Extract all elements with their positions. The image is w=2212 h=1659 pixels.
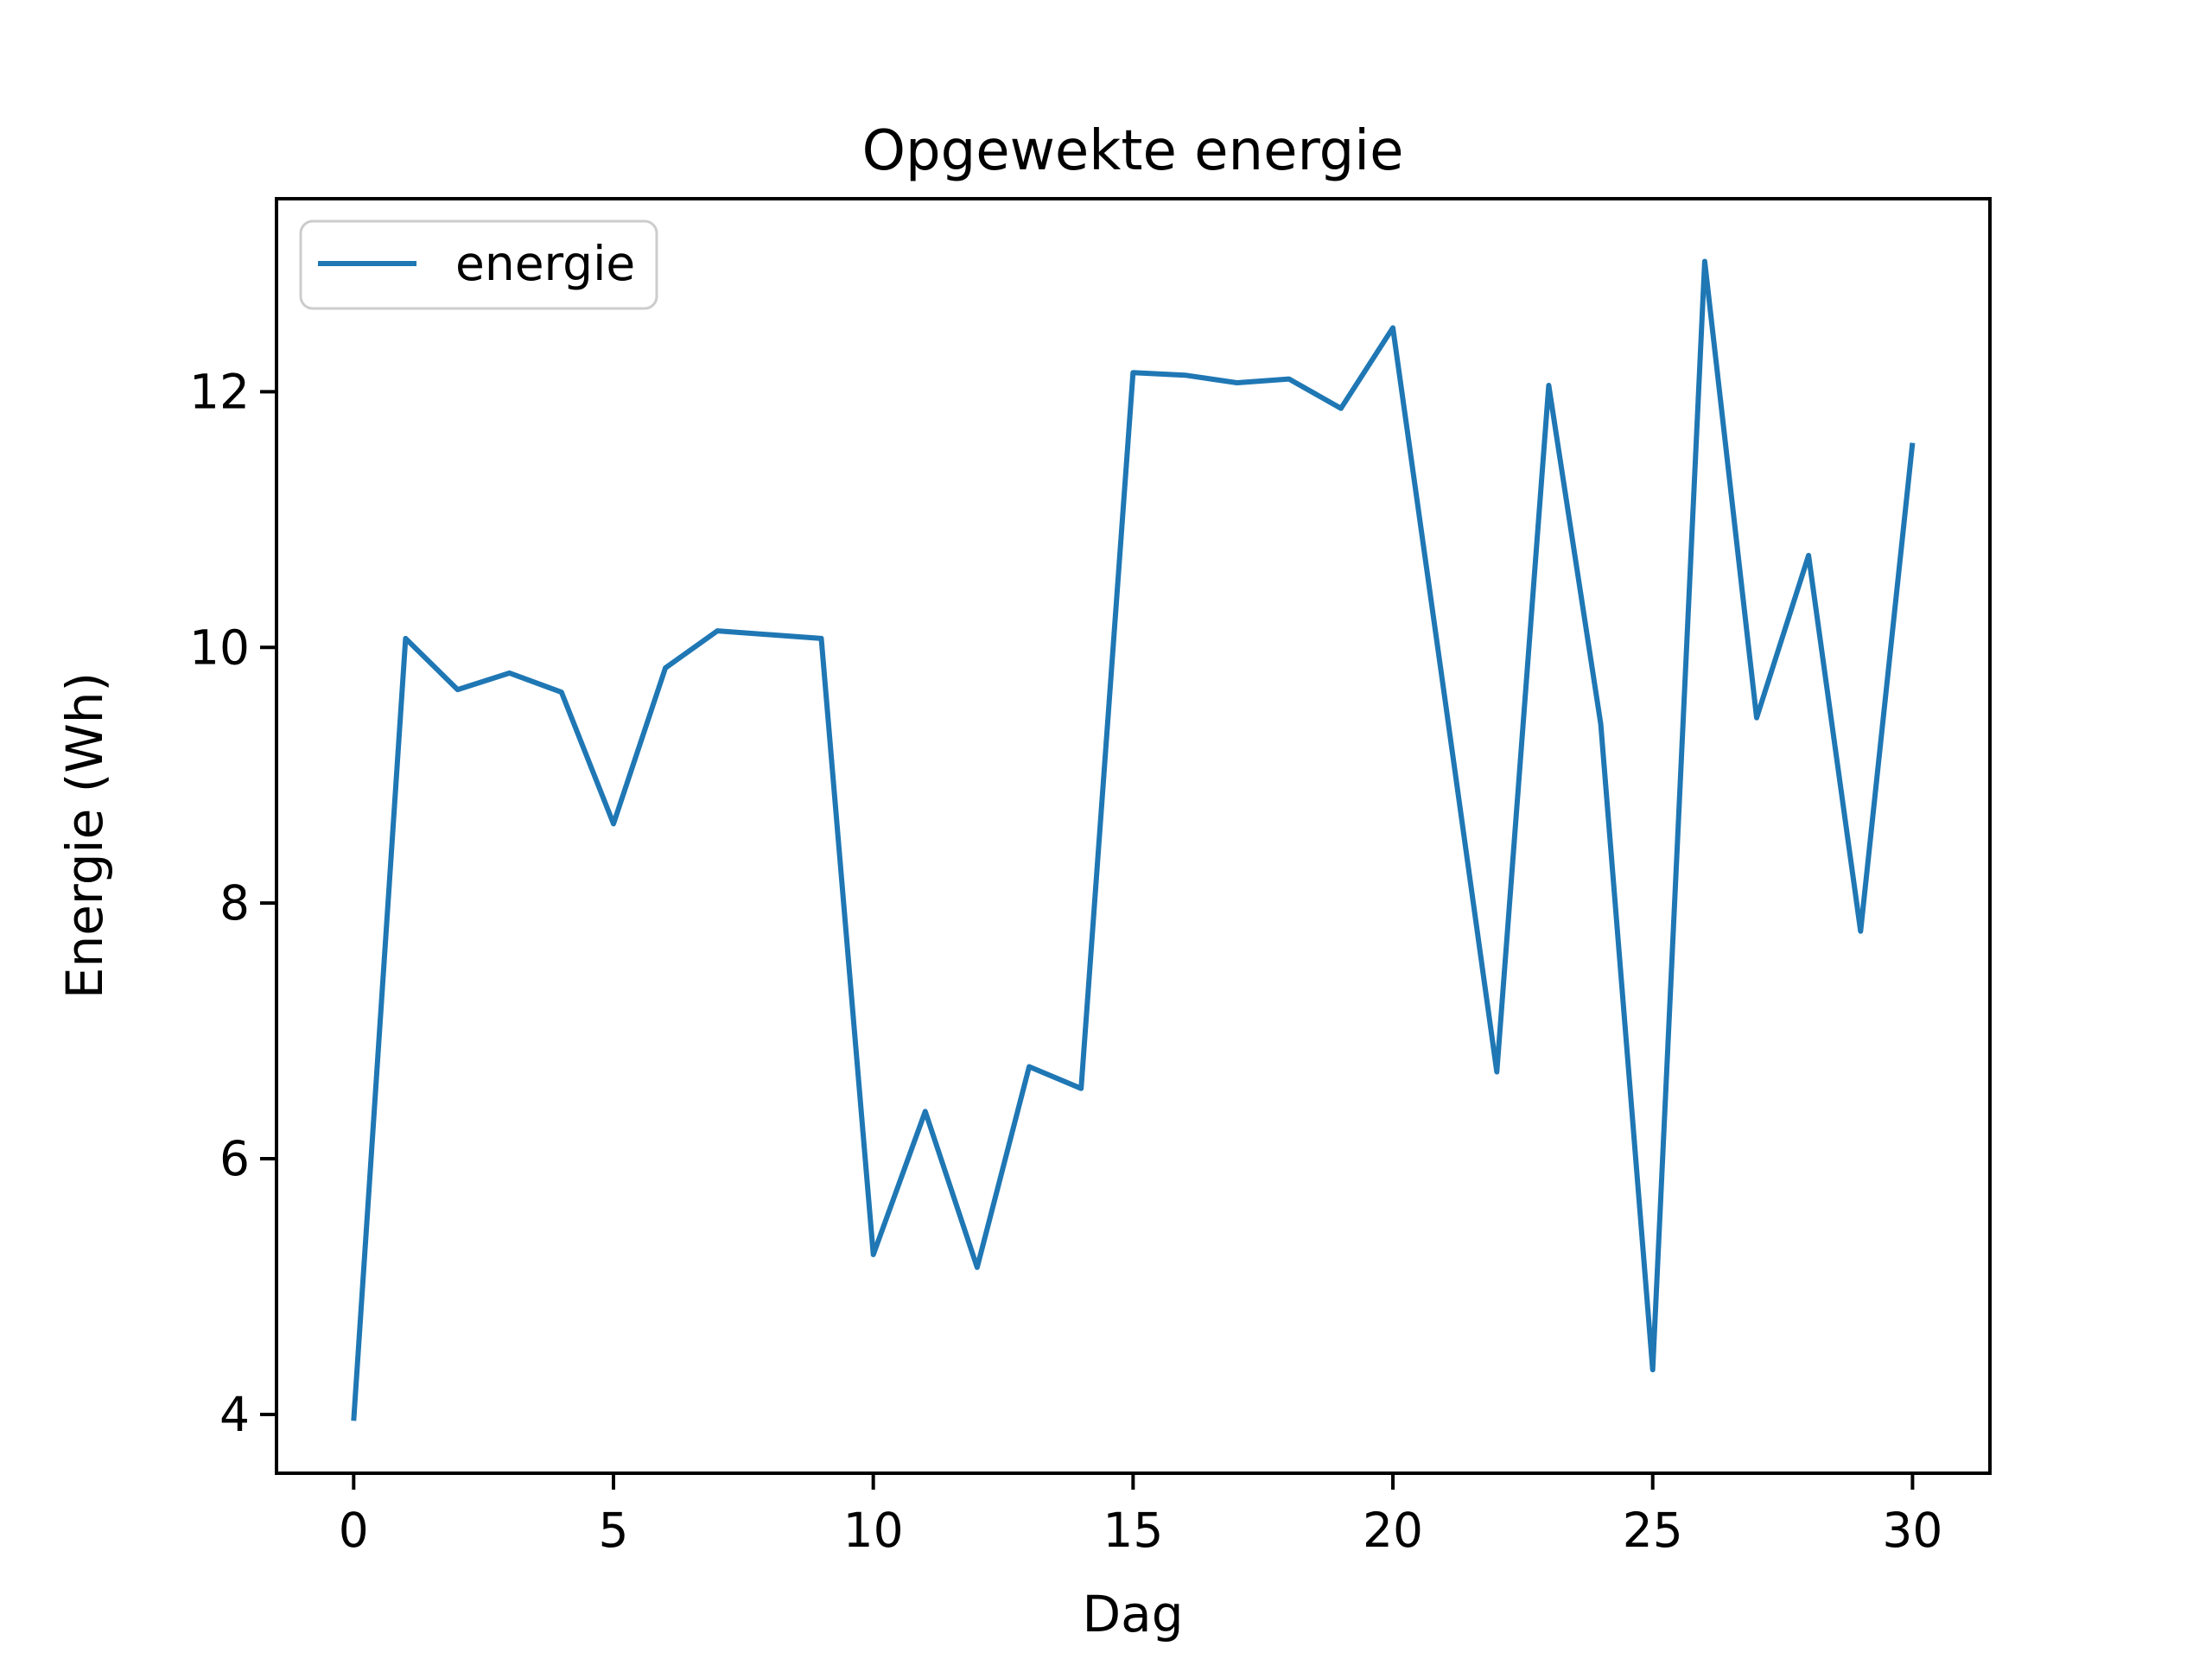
y-tick-label: 12	[189, 364, 250, 419]
chart-title: Opgewekte energie	[862, 119, 1404, 183]
x-tick-label: 25	[1623, 1503, 1683, 1558]
x-tick-label: 5	[598, 1503, 628, 1558]
energie-data-line	[351, 258, 1916, 1421]
y-tick-label: 4	[219, 1387, 250, 1442]
legend-box	[299, 219, 658, 310]
x-axis-ticks: 0 5 10 15 20 25 30	[339, 1473, 1942, 1558]
y-axis-label: Energie (Wh)	[55, 672, 114, 999]
x-tick-label: 15	[1103, 1503, 1163, 1558]
y-tick-label: 10	[189, 620, 250, 675]
x-axis-label: Dag	[1082, 1585, 1183, 1643]
legend: energie	[299, 219, 658, 310]
y-tick-label: 8	[219, 875, 250, 931]
y-axis-ticks: 4 6 8 10 12	[189, 364, 276, 1442]
x-tick-label: 0	[339, 1503, 369, 1558]
plot-area-frame	[275, 197, 1992, 1475]
x-tick-label: 30	[1882, 1503, 1942, 1558]
x-tick-label: 10	[843, 1503, 904, 1558]
y-tick-label: 6	[219, 1131, 250, 1186]
legend-label: energie	[455, 236, 635, 291]
x-tick-label: 20	[1363, 1503, 1423, 1558]
